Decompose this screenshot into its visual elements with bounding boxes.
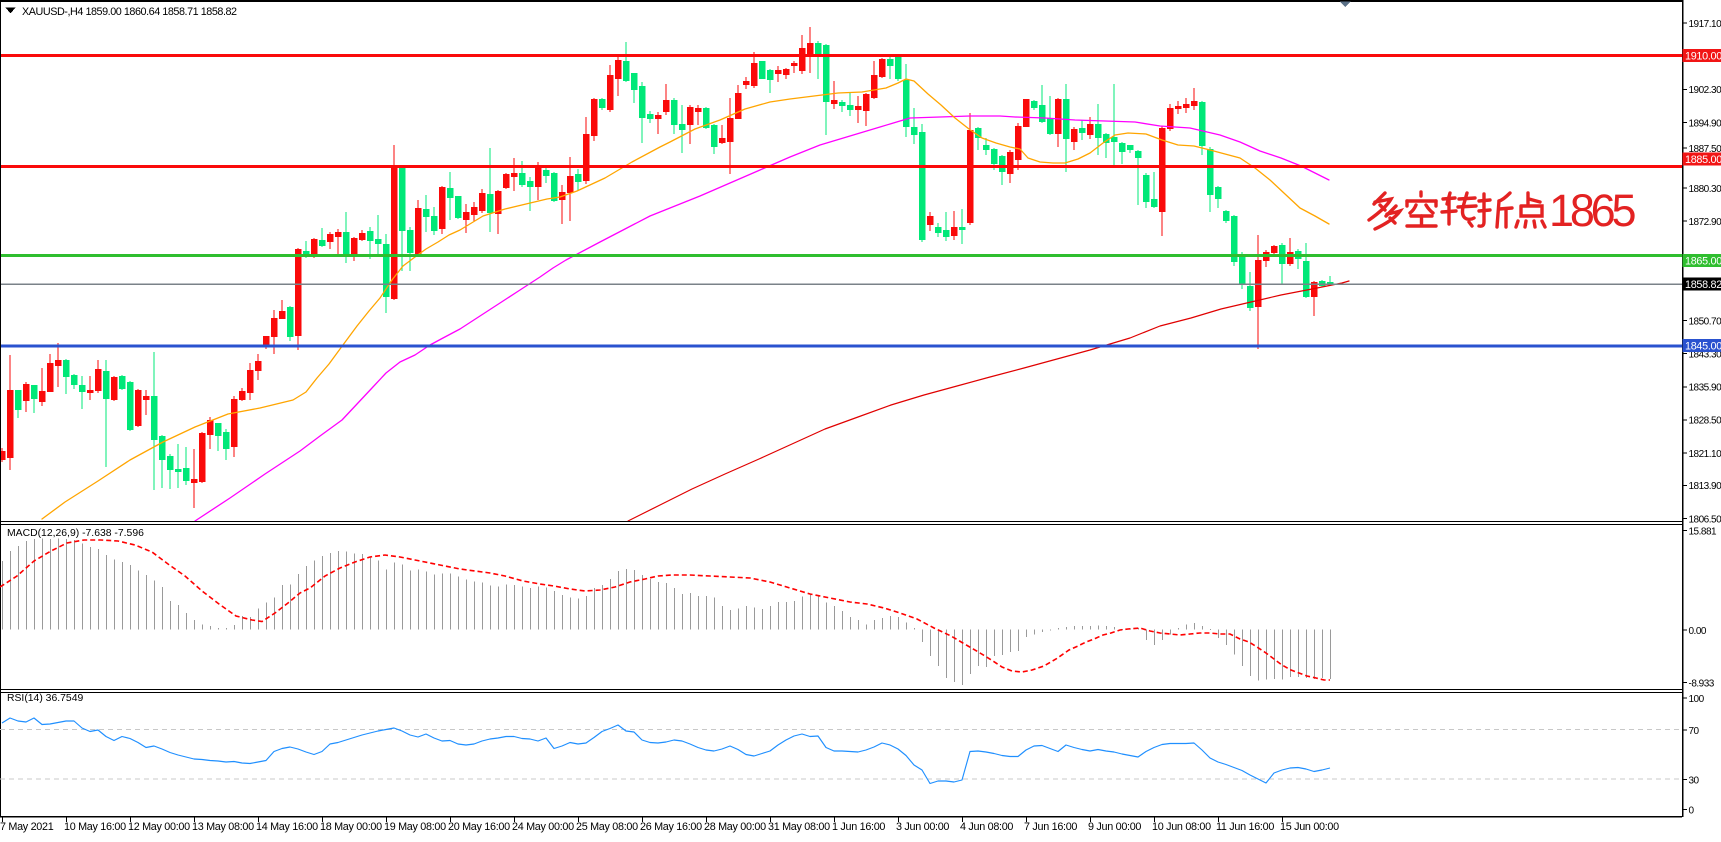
svg-text:1865: 1865	[1549, 185, 1635, 236]
svg-text:RSI(14) 36.7549: RSI(14) 36.7549	[7, 693, 83, 704]
svg-text:13 May 08:00: 13 May 08:00	[192, 821, 254, 833]
svg-text:30: 30	[1689, 775, 1700, 786]
svg-text:1910.00: 1910.00	[1685, 51, 1721, 63]
svg-text:70: 70	[1689, 726, 1700, 737]
svg-text:1821.10: 1821.10	[1689, 449, 1721, 460]
svg-text:9 Jun 00:00: 9 Jun 00:00	[1088, 821, 1141, 833]
svg-text:28 May 00:00: 28 May 00:00	[704, 821, 766, 833]
svg-text:25 May 08:00: 25 May 08:00	[576, 821, 638, 833]
svg-text:1806.50: 1806.50	[1689, 514, 1721, 525]
svg-text:1813.90: 1813.90	[1689, 481, 1721, 492]
svg-text:100: 100	[1689, 694, 1705, 705]
svg-text:-8.933: -8.933	[1689, 678, 1715, 689]
svg-text:XAUUSD-,H4 1859.00 1860.64 18: XAUUSD-,H4 1859.00 1860.64 1858.71 1858.…	[22, 6, 237, 18]
svg-text:1917.10: 1917.10	[1689, 19, 1721, 30]
svg-text:1845.00: 1845.00	[1685, 341, 1721, 353]
svg-text:24 May 00:00: 24 May 00:00	[512, 821, 574, 833]
svg-text:15.881: 15.881	[1689, 526, 1718, 537]
svg-text:4 Jun 08:00: 4 Jun 08:00	[960, 821, 1013, 833]
svg-text:MACD(12,26,9) -7.638 -7.596: MACD(12,26,9) -7.638 -7.596	[7, 528, 144, 539]
svg-text:26 May 16:00: 26 May 16:00	[640, 821, 702, 833]
svg-text:11 Jun 16:00: 11 Jun 16:00	[1216, 821, 1274, 833]
svg-text:1828.50: 1828.50	[1689, 416, 1721, 427]
svg-text:1885.00: 1885.00	[1685, 154, 1721, 166]
svg-text:0.00: 0.00	[1689, 626, 1707, 637]
svg-text:10 May 16:00: 10 May 16:00	[64, 821, 126, 833]
svg-text:15 Jun 00:00: 15 Jun 00:00	[1280, 821, 1339, 833]
svg-text:1902.30: 1902.30	[1689, 85, 1721, 96]
svg-text:7 Jun 16:00: 7 Jun 16:00	[1024, 821, 1077, 833]
svg-text:10 Jun 08:00: 10 Jun 08:00	[1152, 821, 1211, 833]
svg-text:20 May 16:00: 20 May 16:00	[448, 821, 510, 833]
svg-text:1872.90: 1872.90	[1689, 217, 1721, 228]
svg-text:18 May 00:00: 18 May 00:00	[320, 821, 382, 833]
svg-text:19 May 08:00: 19 May 08:00	[384, 821, 446, 833]
svg-text:1865.00: 1865.00	[1685, 256, 1721, 268]
svg-text:7 May 2021: 7 May 2021	[0, 821, 54, 833]
svg-text:1835.90: 1835.90	[1689, 383, 1721, 394]
svg-text:1880.30: 1880.30	[1689, 184, 1721, 195]
svg-text:12 May 00:00: 12 May 00:00	[128, 821, 190, 833]
svg-text:31 May 08:00: 31 May 08:00	[768, 821, 830, 833]
svg-text:1858.82: 1858.82	[1685, 279, 1721, 291]
svg-text:1850.70: 1850.70	[1689, 316, 1721, 327]
svg-text:1 Jun 16:00: 1 Jun 16:00	[832, 821, 885, 833]
svg-text:14 May 16:00: 14 May 16:00	[256, 821, 318, 833]
svg-text:1894.90: 1894.90	[1689, 118, 1721, 129]
svg-text:3 Jun 00:00: 3 Jun 00:00	[896, 821, 949, 833]
